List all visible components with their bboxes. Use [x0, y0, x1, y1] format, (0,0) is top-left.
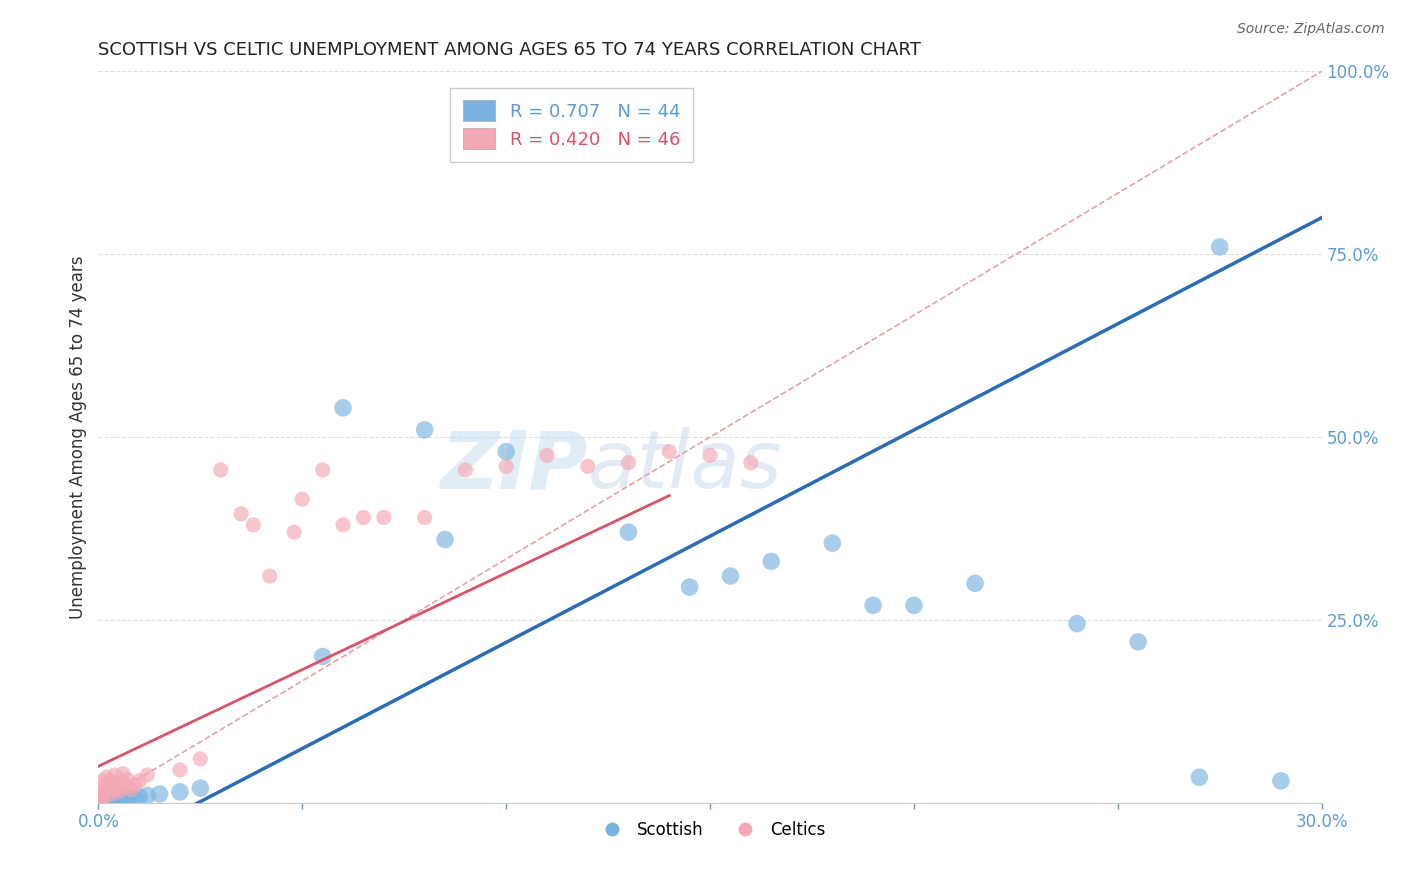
Point	[312, 463, 335, 477]
Point	[231, 507, 253, 521]
Point	[259, 569, 281, 583]
Point	[965, 576, 987, 591]
Point	[136, 789, 159, 803]
Point	[413, 423, 436, 437]
Point	[100, 787, 122, 801]
Point	[1188, 770, 1211, 784]
Point	[242, 517, 264, 532]
Point	[124, 792, 146, 806]
Point	[169, 763, 191, 777]
Point	[115, 791, 138, 805]
Point	[115, 780, 138, 794]
Point	[104, 782, 127, 797]
Point	[679, 580, 702, 594]
Point	[1128, 635, 1150, 649]
Point	[434, 533, 457, 547]
Legend: Scottish, Celtics: Scottish, Celtics	[588, 814, 832, 846]
Point	[104, 791, 127, 805]
Point	[291, 492, 314, 507]
Point	[120, 782, 142, 797]
Point	[91, 789, 114, 804]
Point	[108, 785, 131, 799]
Point	[124, 778, 146, 792]
Point	[128, 773, 150, 788]
Point	[96, 785, 118, 799]
Point	[91, 781, 114, 796]
Point	[91, 789, 114, 803]
Point	[111, 792, 134, 806]
Point	[104, 768, 127, 782]
Point	[699, 448, 721, 462]
Point	[91, 773, 114, 788]
Point	[91, 792, 114, 806]
Point	[108, 790, 131, 805]
Point	[100, 781, 122, 796]
Point	[149, 787, 172, 801]
Point	[111, 789, 134, 804]
Point	[100, 792, 122, 806]
Point	[862, 599, 884, 613]
Point	[352, 510, 374, 524]
Point	[1209, 240, 1232, 254]
Text: atlas: atlas	[588, 427, 783, 506]
Point	[576, 459, 599, 474]
Text: SCOTTISH VS CELTIC UNEMPLOYMENT AMONG AGES 65 TO 74 YEARS CORRELATION CHART: SCOTTISH VS CELTIC UNEMPLOYMENT AMONG AG…	[98, 41, 921, 59]
Point	[373, 510, 395, 524]
Point	[91, 792, 114, 806]
Point	[120, 790, 142, 805]
Point	[100, 773, 122, 788]
Point	[312, 649, 335, 664]
Text: Source: ZipAtlas.com: Source: ZipAtlas.com	[1237, 22, 1385, 37]
Point	[169, 785, 191, 799]
Point	[188, 752, 212, 766]
Point	[617, 456, 640, 470]
Point	[115, 772, 138, 787]
Point	[188, 781, 212, 796]
Point	[108, 793, 131, 807]
Point	[658, 444, 681, 458]
Point	[413, 510, 436, 524]
Point	[332, 517, 354, 532]
Point	[104, 789, 127, 804]
Point	[91, 794, 114, 808]
Y-axis label: Unemployment Among Ages 65 to 74 years: Unemployment Among Ages 65 to 74 years	[69, 255, 87, 619]
Point	[128, 789, 150, 804]
Point	[111, 766, 134, 780]
Point	[617, 525, 640, 540]
Point	[100, 794, 122, 808]
Point	[104, 778, 127, 792]
Point	[96, 789, 118, 804]
Point	[96, 791, 118, 805]
Point	[283, 525, 305, 540]
Point	[100, 789, 122, 804]
Point	[495, 444, 517, 458]
Point	[454, 463, 477, 477]
Point	[740, 456, 762, 470]
Point	[96, 790, 118, 805]
Point	[903, 599, 925, 613]
Point	[96, 770, 118, 784]
Point	[821, 536, 844, 550]
Point	[536, 448, 558, 462]
Point	[1066, 616, 1088, 631]
Point	[96, 782, 118, 797]
Point	[108, 780, 131, 794]
Point	[1270, 773, 1292, 788]
Point	[209, 463, 232, 477]
Point	[91, 789, 114, 804]
Point	[96, 778, 118, 792]
Point	[91, 789, 114, 803]
Text: ZIP: ZIP	[440, 427, 588, 506]
Point	[495, 459, 517, 474]
Point	[332, 401, 354, 415]
Point	[718, 569, 742, 583]
Point	[136, 768, 159, 782]
Point	[111, 775, 134, 789]
Point	[96, 792, 118, 806]
Point	[761, 554, 783, 568]
Point	[96, 793, 118, 807]
